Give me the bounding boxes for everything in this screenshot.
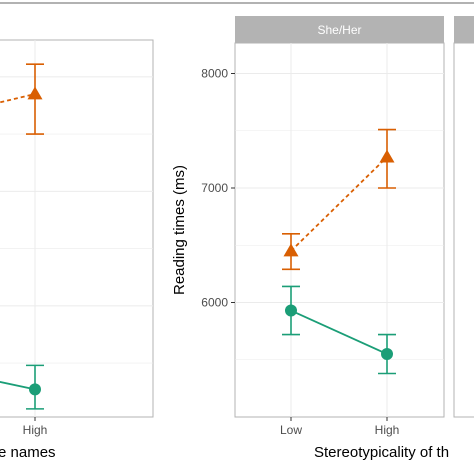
middle-series-1-line — [290, 309, 388, 355]
right-panel-partial — [453, 16, 474, 418]
middle-y-tick-7000: 7000 — [201, 181, 228, 195]
middle-marks — [282, 128, 396, 375]
middle-series-1-point-high — [381, 348, 393, 361]
y-axis-title: Reading times (ms) — [171, 165, 188, 295]
left-marks — [0, 63, 44, 410]
middle-y-ticks: 6000 7000 8000 — [201, 67, 235, 310]
middle-series-0-line — [290, 156, 388, 252]
x-axis-title-fragment: Stereotypicality of th — [314, 444, 449, 461]
middle-series-0-point-high — [379, 149, 395, 163]
right-panel-border — [453, 42, 474, 418]
left-panel: High e names — [0, 39, 154, 461]
left-series-1-line — [0, 380, 36, 391]
left-grid — [0, 40, 153, 421]
middle-grid — [235, 43, 444, 417]
middle-series-1-point-low — [285, 304, 297, 317]
middle-strip-label: She/Her — [317, 23, 361, 37]
middle-x-tick-high: High — [375, 423, 400, 437]
middle-y-tick-6000: 6000 — [201, 296, 228, 310]
right-strip — [454, 16, 474, 43]
middle-x-ticks: Low High — [280, 417, 399, 437]
left-series-1-point-high — [29, 383, 41, 396]
left-panel-border — [0, 39, 154, 418]
middle-y-tick-8000: 8000 — [201, 67, 228, 81]
middle-panel-border — [234, 42, 445, 418]
middle-series-0-point-low — [283, 243, 299, 257]
left-series-0-point-high — [27, 86, 43, 100]
left-x-axis-title-fragment: e names — [0, 444, 56, 461]
left-x-tick-high: High — [23, 423, 48, 437]
middle-strip — [235, 16, 444, 43]
middle-panel: She/Her 6000 7000 8000 Low High Reading tim… — [171, 16, 449, 461]
middle-x-tick-low: Low — [280, 423, 302, 437]
